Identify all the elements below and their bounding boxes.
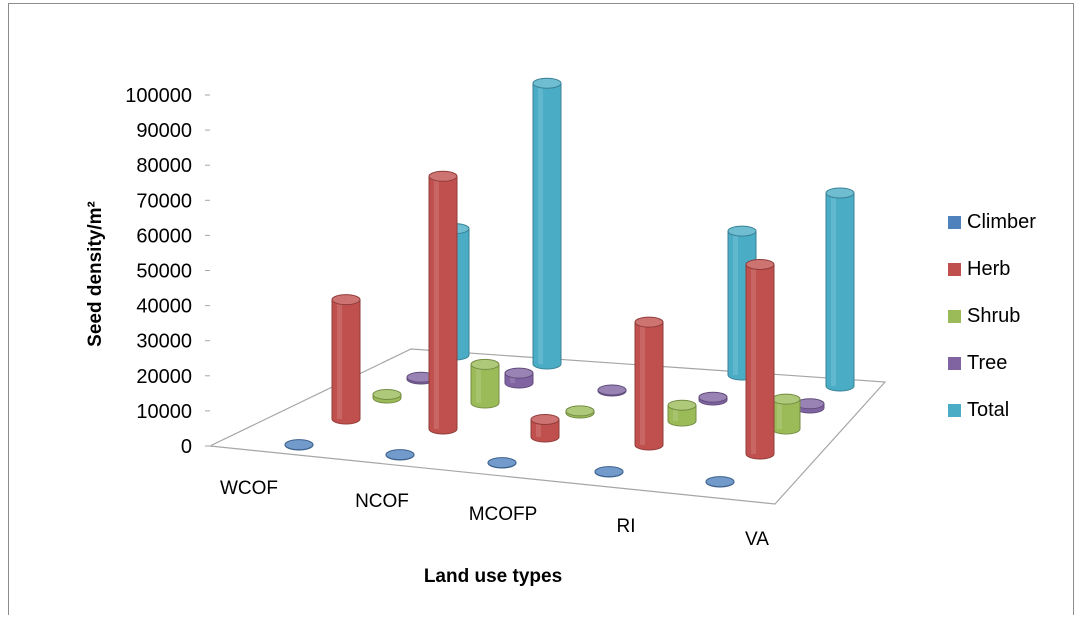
legend-swatch <box>948 263 961 276</box>
y-tick-label: 60000 <box>136 225 192 247</box>
legend-item-shrub: Shrub <box>948 305 1020 327</box>
bar-shrub <box>667 399 697 427</box>
y-tick-label: 80000 <box>136 155 192 177</box>
y-tick-label: 100000 <box>125 85 192 107</box>
bar-climber <box>705 476 735 488</box>
bar-tree <box>504 367 534 389</box>
legend-label: Shrub <box>967 305 1020 327</box>
legend-label: Total <box>967 399 1009 421</box>
bar-shrub <box>565 405 595 419</box>
bar-total <box>825 187 855 392</box>
legend-swatch <box>948 357 961 370</box>
legend-label: Tree <box>967 352 1007 374</box>
category-label: RI <box>617 516 636 537</box>
bar-climber <box>284 439 314 451</box>
bar-herb <box>530 413 560 443</box>
legend-item-tree: Tree <box>948 352 1007 374</box>
legend-swatch <box>948 310 961 323</box>
bar-climber <box>594 466 624 478</box>
category-label: NCOF <box>355 491 409 512</box>
y-tick-label: 70000 <box>136 190 192 212</box>
bar-climber <box>385 449 415 461</box>
seed-density-3d-column-chart: 0 10000 20000 30000 40000 50000 60000 70000 8000… <box>85 77 1036 587</box>
bar-shrub <box>470 358 500 409</box>
legend-label: Herb <box>967 258 1010 280</box>
bar-tree <box>698 391 728 406</box>
bar-shrub <box>771 393 801 435</box>
bar-herb <box>331 294 361 425</box>
bar-tree <box>597 384 627 397</box>
legend-item-total: Total <box>948 399 1009 421</box>
y-axis: 0 10000 20000 30000 40000 50000 60000 70000 8000… <box>125 85 211 458</box>
bar-total <box>532 77 562 370</box>
bar-herb <box>745 258 775 460</box>
legend-label: Climber <box>967 211 1036 233</box>
bar-climber <box>487 457 517 469</box>
bar-tree <box>406 371 436 385</box>
bar-shrub <box>372 388 402 404</box>
y-tick-label: 20000 <box>136 366 192 388</box>
legend-item-climber: Climber <box>948 211 1036 233</box>
category-label: MCOFP <box>469 504 538 525</box>
bars <box>284 77 855 488</box>
legend-swatch <box>948 216 961 229</box>
y-tick-label: 10000 <box>136 401 192 423</box>
legend: Climber Herb Shrub Tree Total <box>948 211 1036 421</box>
x-axis-title: Land use types <box>424 566 562 587</box>
y-tick-label: 90000 <box>136 120 192 142</box>
chart-area: 0 10000 20000 30000 40000 50000 60000 70000 8000… <box>8 3 1074 615</box>
bar-herb <box>428 170 458 435</box>
y-tick-label: 30000 <box>136 331 192 353</box>
category-label: WCOF <box>220 478 278 499</box>
y-axis-title: Seed density/m² <box>85 201 106 347</box>
x-axis-categories: WCOF NCOF MCOFP RI VA <box>220 478 769 550</box>
category-label: VA <box>745 529 769 550</box>
y-tick-label: 40000 <box>136 296 192 318</box>
legend-item-herb: Herb <box>948 258 1010 280</box>
y-tick-label: 50000 <box>136 261 192 283</box>
legend-swatch <box>948 404 961 417</box>
bar-herb <box>634 316 664 451</box>
y-tick-label: 0 <box>181 436 192 458</box>
